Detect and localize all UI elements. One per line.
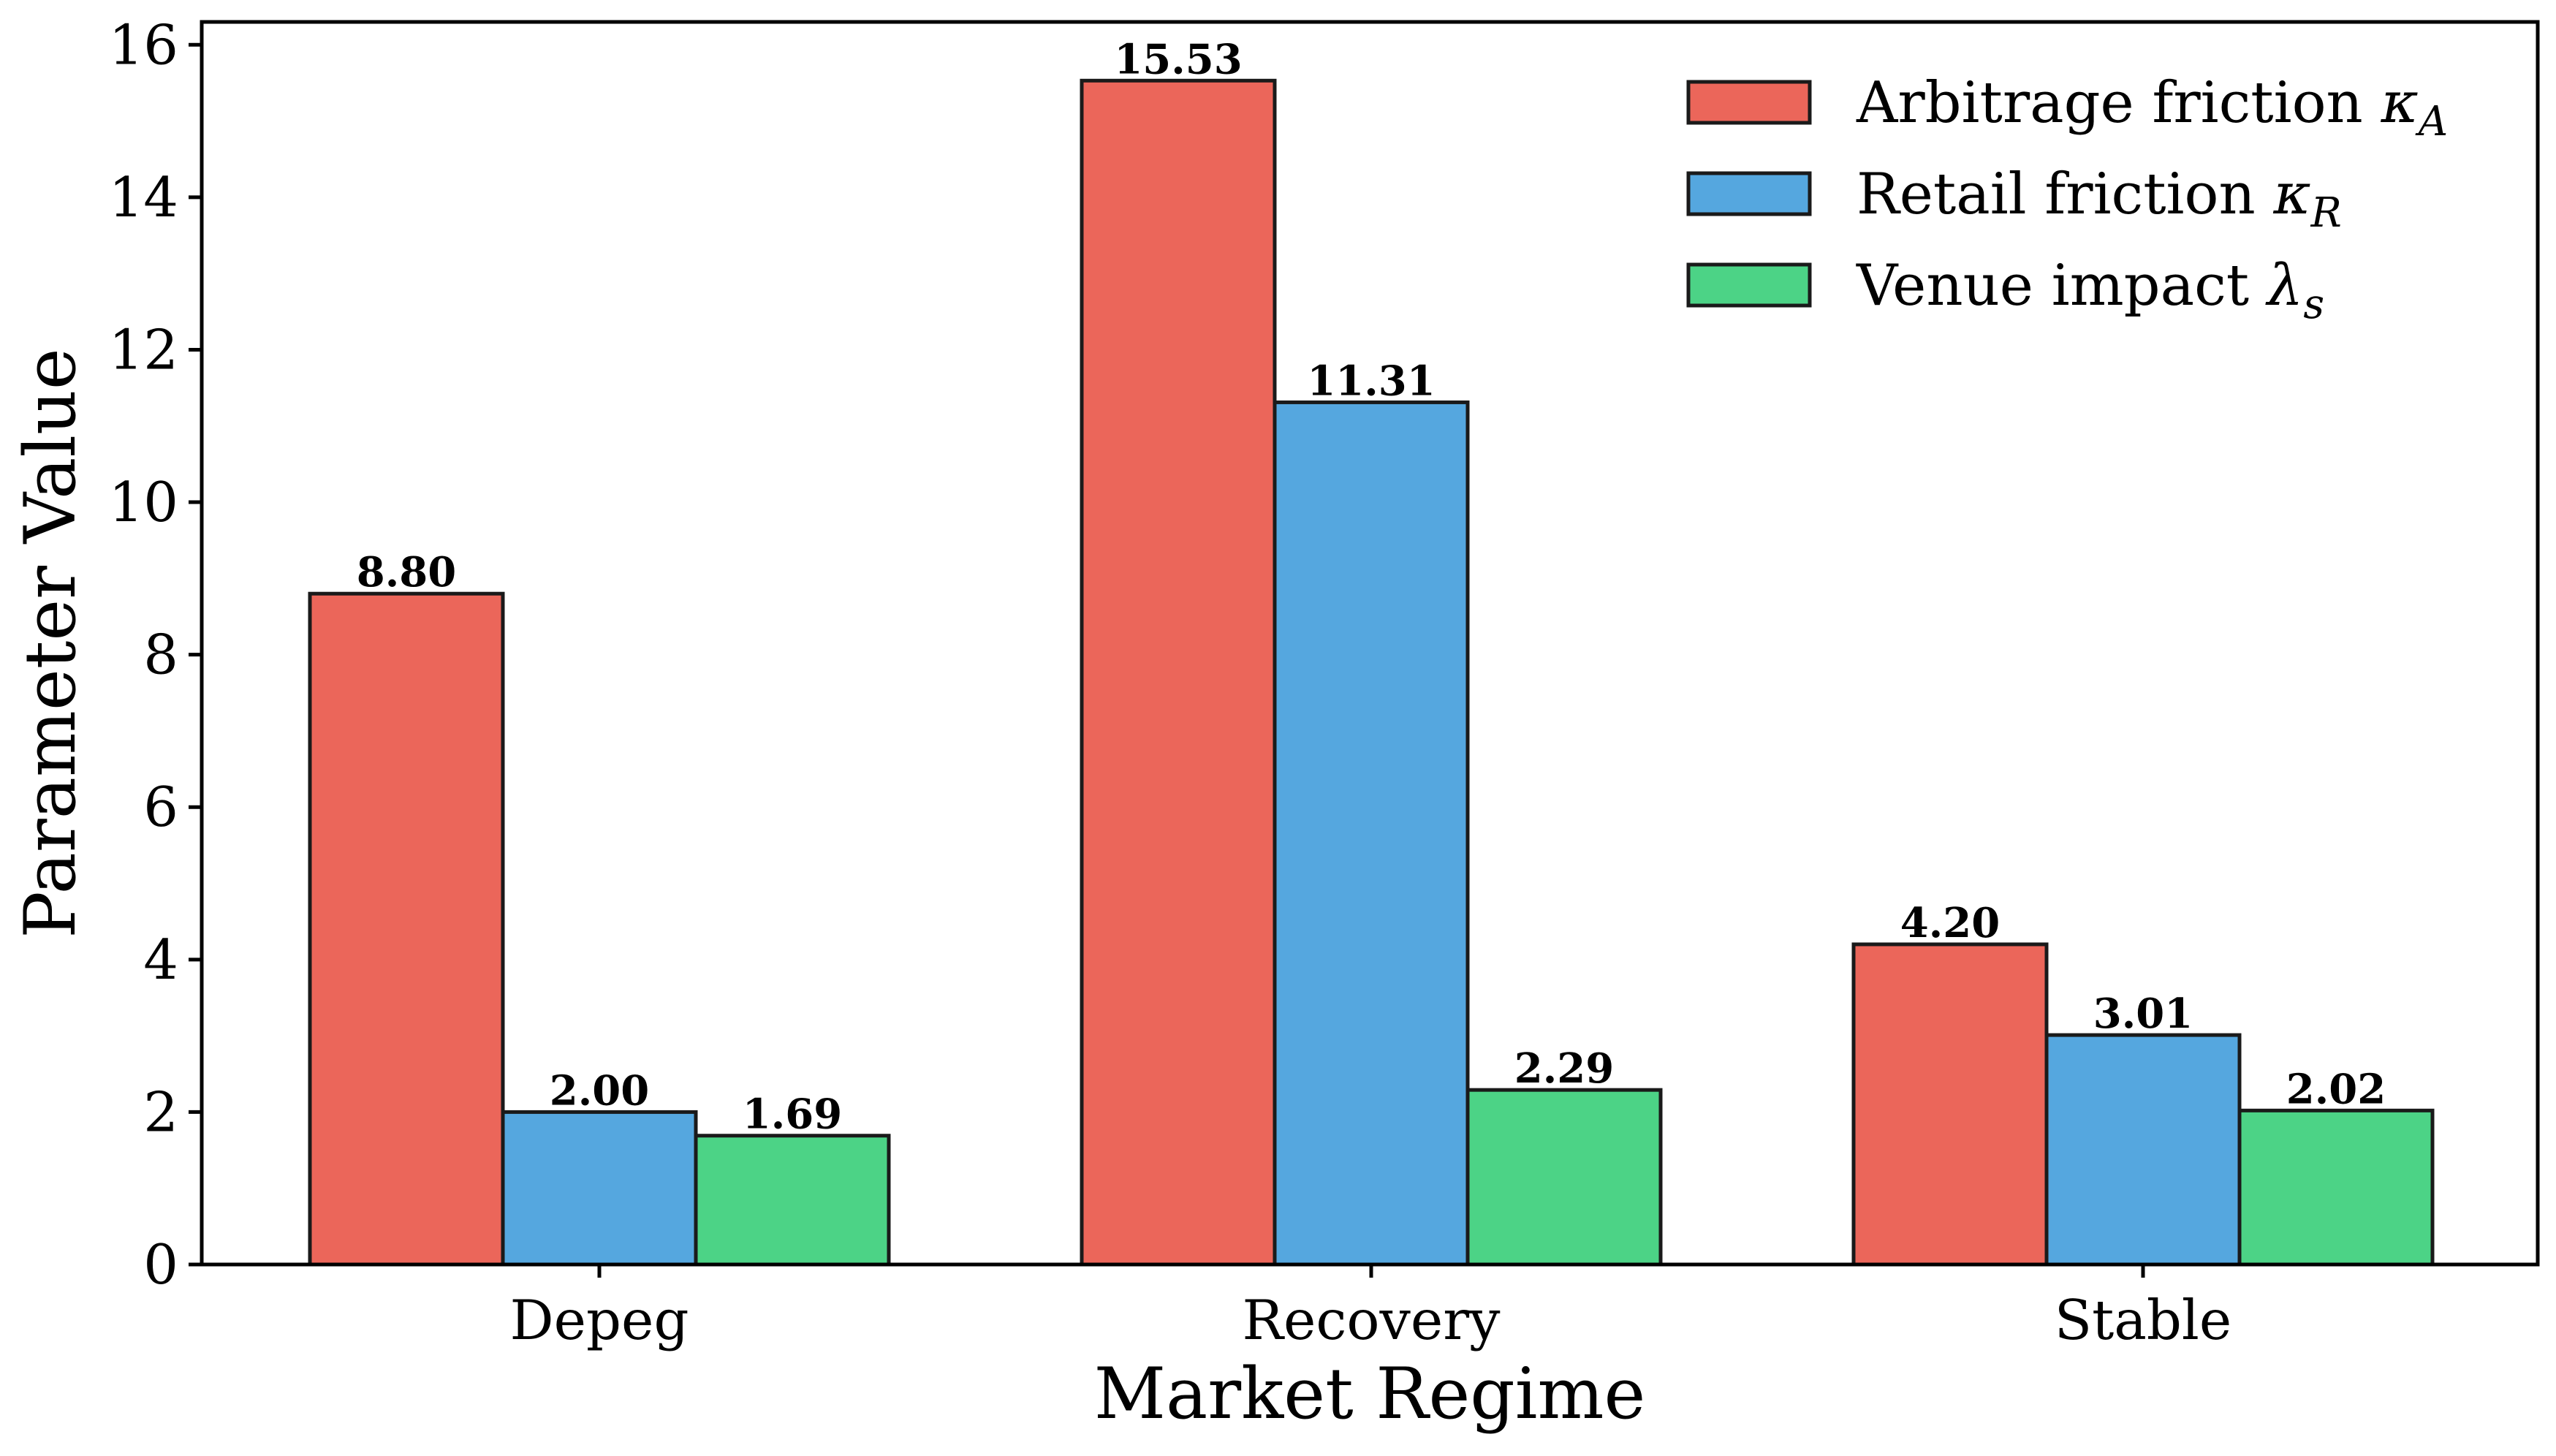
x-tick-label-stable: Stable <box>2055 1288 2232 1352</box>
legend-name: Venue impact <box>1856 253 2267 319</box>
legend-label-3: Venue impact λs <box>1856 253 2324 328</box>
data-label-stable-series-2: 3.01 <box>2093 990 2193 1038</box>
bars-layer <box>308 78 2435 1267</box>
x-axis: Depeg Recovery Stable <box>510 1264 2232 1352</box>
legend-symbol: λ <box>2265 253 2303 319</box>
value-labels-layer: 8.80 15.53 4.20 2.00 11.31 3.01 1.69 2.29 2.02 <box>357 35 2386 1138</box>
legend-subscript: R <box>2310 189 2342 237</box>
y-tick-label: 8 <box>143 623 178 687</box>
data-label-depeg-series-3: 1.69 <box>743 1091 842 1139</box>
legend-label-2: Retail friction κR <box>1857 162 2342 237</box>
y-tick-label: 10 <box>109 470 178 534</box>
legend-swatch-1 <box>1686 80 1812 125</box>
y-tick-label: 6 <box>143 775 178 839</box>
y-tick-label: 14 <box>109 165 178 230</box>
bar-depeg-series-3 <box>694 1134 891 1267</box>
bar-depeg-series-1 <box>308 591 505 1267</box>
x-tick-label-depeg: Depeg <box>510 1288 689 1352</box>
bar-recovery-series-3 <box>1465 1088 1663 1267</box>
legend-subscript: s <box>2303 281 2324 328</box>
bar-recovery-series-2 <box>1273 400 1470 1267</box>
y-tick-label: 16 <box>109 12 178 77</box>
y-tick-label: 4 <box>143 928 178 992</box>
bar-stable-series-3 <box>2237 1108 2435 1267</box>
legend-symbol: κ <box>2381 70 2419 136</box>
y-tick-label: 12 <box>109 317 178 382</box>
bar-depeg-series-2 <box>501 1110 698 1267</box>
legend-subscript: A <box>2415 98 2448 145</box>
legend-label-1: Arbitrage friction κA <box>1856 70 2448 145</box>
x-axis-title: Market Regime <box>1094 1353 1646 1435</box>
data-label-depeg-series-2: 2.00 <box>550 1066 649 1115</box>
y-axis: 0 2 4 6 8 10 12 14 16 <box>109 12 202 1297</box>
legend-frame <box>1674 58 2522 329</box>
legend-symbol: κ <box>2273 162 2311 227</box>
legend-name: Retail friction <box>1857 162 2274 227</box>
legend-swatch-3 <box>1686 262 1812 308</box>
y-tick-label: 2 <box>143 1080 178 1144</box>
data-label-stable-series-1: 4.20 <box>1900 899 2000 947</box>
data-label-recovery-series-2: 11.31 <box>1307 357 1435 405</box>
data-label-stable-series-3: 2.02 <box>2286 1065 2386 1113</box>
bar-stable-series-2 <box>2044 1033 2242 1267</box>
bar-recovery-series-1 <box>1080 78 1277 1267</box>
data-label-depeg-series-1: 8.80 <box>357 548 456 596</box>
x-tick-label-recovery: Recovery <box>1243 1288 1501 1352</box>
y-tick-label: 0 <box>143 1232 178 1297</box>
legend-name: Arbitrage friction <box>1856 70 2381 136</box>
y-axis-title: Parameter Value <box>10 348 91 938</box>
legend-swatch-2 <box>1686 171 1812 216</box>
data-label-recovery-series-1: 15.53 <box>1114 35 1242 83</box>
data-label-recovery-series-3: 2.29 <box>1514 1044 1614 1093</box>
bar-stable-series-1 <box>1851 942 2049 1267</box>
